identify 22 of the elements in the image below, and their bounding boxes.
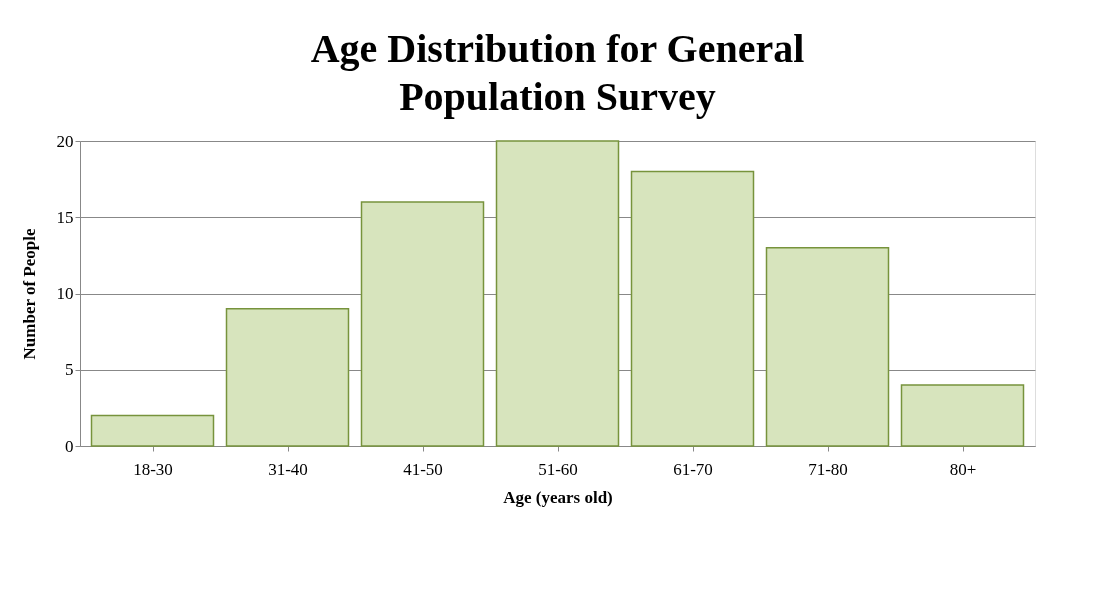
y-tick-label: 15 bbox=[56, 207, 74, 227]
x-tick-label: 71-80 bbox=[808, 459, 848, 479]
y-tick-label: 10 bbox=[56, 284, 74, 303]
bar bbox=[360, 201, 485, 447]
x-axis-title: Age (years old) bbox=[503, 487, 613, 507]
bar bbox=[765, 247, 890, 447]
x-tick-label: 18-30 bbox=[133, 459, 173, 479]
bar bbox=[225, 308, 350, 447]
x-tick-label: 41-50 bbox=[403, 459, 443, 479]
bar bbox=[495, 140, 620, 447]
x-tick-label: 61-70 bbox=[673, 459, 713, 479]
y-axis-title: Number of People bbox=[19, 228, 39, 360]
x-tick-label: 51-60 bbox=[538, 459, 578, 479]
chart-title: Age Distribution for General Population Survey bbox=[310, 26, 805, 119]
y-tick-label: 20 bbox=[56, 131, 74, 151]
bar bbox=[630, 170, 755, 447]
x-tick-label: 31-40 bbox=[268, 459, 308, 479]
bar bbox=[90, 414, 215, 447]
y-tick-label: 5 bbox=[65, 360, 74, 380]
y-tick-label: 0 bbox=[65, 436, 74, 456]
x-tick-label: 80+ bbox=[949, 459, 977, 479]
bar bbox=[900, 384, 1025, 447]
